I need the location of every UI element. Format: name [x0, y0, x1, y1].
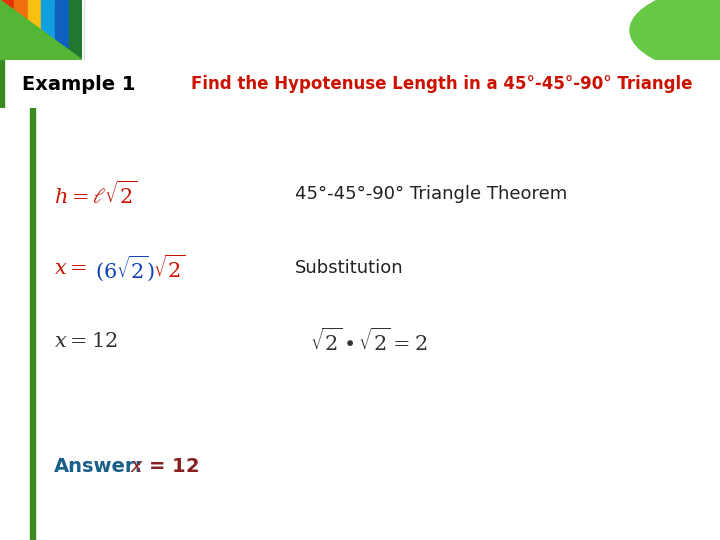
Text: $\sqrt{2} \bullet \sqrt{2} = 2$: $\sqrt{2} \bullet \sqrt{2} = 2$ — [310, 328, 427, 355]
Ellipse shape — [630, 0, 720, 79]
Polygon shape — [69, 0, 83, 60]
Text: Find the Hypotenuse Length in a 45°-45°-90° Triangle: Find the Hypotenuse Length in a 45°-45°-… — [191, 75, 693, 93]
Text: GEOMETRY: GEOMETRY — [112, 8, 402, 53]
Polygon shape — [0, 0, 83, 60]
Polygon shape — [14, 0, 27, 60]
Polygon shape — [55, 0, 69, 60]
Text: Example 1: Example 1 — [22, 75, 135, 94]
Text: $x = 12$: $x = 12$ — [54, 331, 117, 352]
Bar — [30, 108, 35, 540]
Text: 45°-45°-90° Triangle Theorem: 45°-45°-90° Triangle Theorem — [295, 185, 567, 204]
Polygon shape — [0, 0, 14, 60]
Text: $x = $: $x = $ — [54, 258, 87, 278]
Polygon shape — [42, 0, 55, 60]
Text: Substitution: Substitution — [295, 259, 404, 277]
Text: GLENCOE: GLENCOE — [86, 15, 91, 45]
Text: Answer:: Answer: — [54, 457, 143, 476]
Bar — [0, 60, 4, 108]
Text: $(6\sqrt{2})$: $(6\sqrt{2})$ — [95, 253, 156, 282]
Text: $\it{x}$ = 12: $\it{x}$ = 12 — [130, 457, 199, 476]
Polygon shape — [27, 0, 42, 60]
Text: $h = \ell\sqrt{2}$: $h = \ell\sqrt{2}$ — [54, 181, 138, 208]
Text: $\sqrt{2}$: $\sqrt{2}$ — [153, 254, 186, 281]
